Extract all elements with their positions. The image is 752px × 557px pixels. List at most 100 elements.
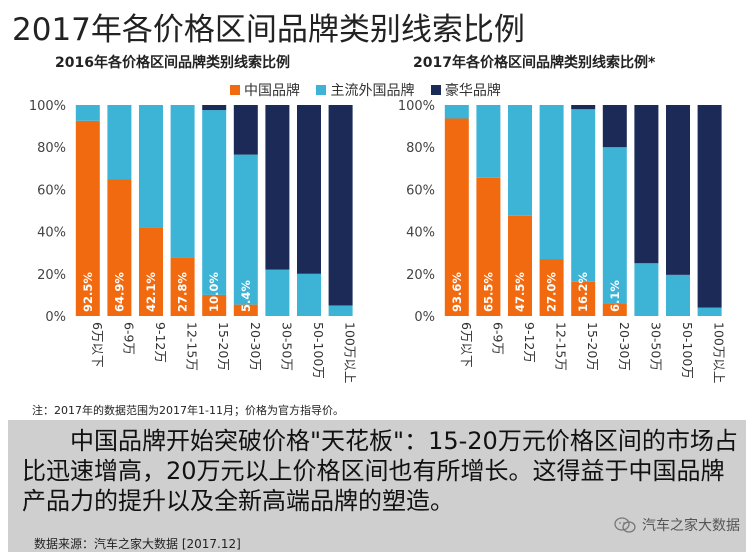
ytick-label: 20% — [37, 268, 66, 283]
legend-swatch-foreign — [316, 85, 327, 95]
category-label: 15-20万 — [216, 322, 231, 371]
bar-foreign — [444, 105, 469, 119]
bar-foreign — [233, 154, 258, 305]
category-label: 30-50万 — [648, 322, 663, 371]
data-label: 65.5% — [481, 272, 495, 312]
footnote: 注：2017年的数据范围为2017年1-11月；价格为官方指导价。 — [32, 404, 344, 417]
data-label: 27.0% — [545, 272, 559, 312]
bar-luxury — [634, 105, 659, 264]
legend-label-china: 中国品牌 — [244, 83, 300, 99]
bar-foreign — [634, 263, 659, 316]
category-label: 6-9万 — [121, 322, 136, 355]
bar-foreign — [571, 109, 596, 282]
bar-foreign — [170, 105, 195, 258]
bar-china — [444, 118, 469, 316]
ytick-label: 80% — [406, 141, 435, 156]
bar-luxury — [202, 105, 227, 111]
ytick-label: 20% — [406, 268, 435, 283]
legend-item-luxury: 豪华品牌 — [430, 80, 501, 100]
bar-foreign — [75, 105, 100, 121]
ytick-label: 60% — [37, 183, 66, 198]
category-label: 20-30万 — [617, 322, 632, 371]
legend-swatch-luxury — [430, 85, 441, 95]
bar-foreign — [328, 305, 353, 316]
data-label: 6.1% — [608, 280, 622, 312]
data-label: 10.0% — [207, 272, 221, 312]
category-label: 50-100万 — [680, 322, 695, 379]
data-label: 5.4% — [239, 280, 253, 312]
category-label: 9-12万 — [153, 322, 168, 363]
category-label: 30-50万 — [279, 322, 294, 371]
category-label: 100万以上 — [343, 322, 358, 383]
wechat-watermark-text: 汽车之家大数据 — [642, 518, 740, 534]
data-label: 47.5% — [513, 272, 527, 312]
legend-label-luxury: 豪华品牌 — [444, 83, 501, 99]
bar-foreign — [697, 307, 722, 316]
legend: 中国品牌 主流外国品牌 豪华品牌 — [230, 80, 513, 100]
data-label: 64.9% — [112, 272, 126, 312]
data-source: 数据来源：汽车之家大数据 [2017.12] — [34, 537, 241, 551]
bar-china — [476, 177, 501, 316]
legend-item-china: 中国品牌 — [230, 80, 300, 100]
data-label: 42.1% — [144, 272, 158, 312]
bar-china — [539, 259, 564, 316]
wechat-watermark: 汽车之家大数据 — [614, 515, 740, 535]
summary-panel: 中国品牌开始突破价格"天花板"：15-20万元价格区间的市场占比迅速增高，20万… — [8, 420, 746, 552]
bar-luxury — [233, 105, 258, 155]
category-label: 12-15万 — [554, 322, 569, 371]
legend-swatch-china — [230, 85, 240, 95]
ytick-label: 0% — [45, 310, 66, 325]
data-label: 92.5% — [81, 272, 95, 312]
bar-foreign — [202, 110, 227, 295]
bar-luxury — [328, 105, 353, 306]
ytick-label: 60% — [406, 183, 435, 198]
bar-foreign — [508, 105, 532, 216]
bar-foreign — [476, 105, 501, 178]
bar-foreign — [666, 274, 690, 316]
bar-luxury — [602, 105, 627, 148]
legend-item-foreign: 主流外国品牌 — [316, 80, 414, 100]
category-label: 6-9万 — [490, 322, 505, 355]
page-title: 2017年各价格区间品牌类别线索比例 — [12, 12, 525, 48]
charts-svg: 0% 20% 40% 60% 80% 100% 92.5% 6万以下 64.9% 6-9万 42.1… — [29, 99, 727, 383]
category-label: 9-12万 — [522, 322, 537, 363]
bar-luxury — [666, 105, 690, 275]
bar-luxury — [297, 105, 321, 274]
ytick-label: 0% — [414, 310, 435, 325]
bar-foreign — [297, 273, 321, 316]
category-label: 20-30万 — [248, 322, 263, 371]
bar-foreign — [539, 105, 564, 260]
ytick-label: 100% — [29, 99, 66, 114]
bar-china — [75, 120, 100, 316]
category-label: 6万以下 — [90, 322, 105, 367]
category-label: 12-15万 — [185, 322, 200, 371]
summary-text: 中国品牌开始突破价格"天花板"：15-20万元价格区间的市场占比迅速增高，20万… — [22, 427, 738, 515]
data-label: 93.6% — [450, 272, 464, 312]
bar-china — [139, 227, 163, 316]
data-label: 27.8% — [176, 272, 190, 312]
category-label: 6万以下 — [459, 322, 474, 367]
bar-china — [233, 304, 258, 316]
bar-china — [202, 294, 227, 316]
bar-luxury — [571, 105, 596, 110]
bar-foreign — [107, 105, 132, 180]
chart-title-2016: 2016年各价格区间品牌类别线索比例 — [55, 55, 290, 71]
legend-label-foreign: 主流外国品牌 — [330, 83, 415, 99]
category-label: 15-20万 — [585, 322, 600, 371]
ytick-label: 80% — [37, 141, 66, 156]
data-label: 16.2% — [576, 272, 590, 312]
wechat-icon — [614, 517, 636, 533]
bar-luxury — [265, 105, 290, 270]
bar-china — [602, 303, 627, 316]
bar-foreign — [265, 269, 290, 316]
ytick-label: 40% — [406, 226, 435, 241]
bar-foreign — [602, 147, 627, 304]
chart-title-2017: 2017年各价格区间品牌类别线索比例* — [413, 55, 656, 71]
bar-china — [508, 215, 532, 316]
bar-foreign — [139, 105, 163, 228]
bar-china — [571, 281, 596, 316]
ytick-label: 100% — [398, 99, 435, 114]
bar-china — [107, 179, 132, 316]
bar-china — [170, 257, 195, 316]
ytick-label: 40% — [37, 226, 66, 241]
